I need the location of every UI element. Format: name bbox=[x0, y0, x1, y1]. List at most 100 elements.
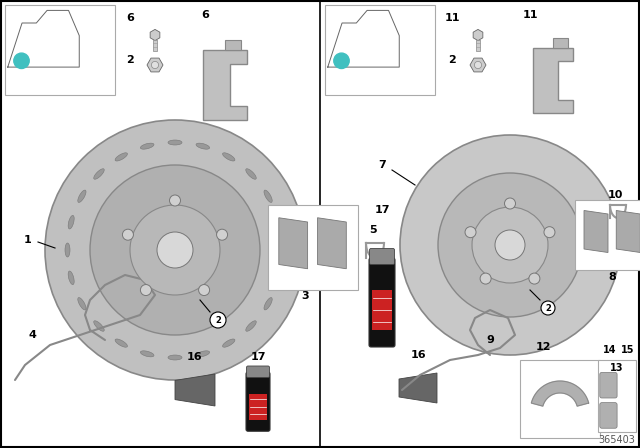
Text: 7: 7 bbox=[378, 160, 386, 170]
Text: 4: 4 bbox=[28, 330, 36, 340]
Ellipse shape bbox=[65, 243, 70, 257]
Ellipse shape bbox=[196, 351, 210, 357]
Circle shape bbox=[529, 273, 540, 284]
Polygon shape bbox=[225, 39, 241, 50]
Ellipse shape bbox=[223, 153, 235, 161]
Ellipse shape bbox=[196, 143, 210, 149]
Bar bbox=[575, 200, 640, 270]
Polygon shape bbox=[202, 50, 246, 120]
Bar bbox=[5, 5, 115, 95]
Text: 17: 17 bbox=[374, 205, 390, 215]
Text: 3: 3 bbox=[301, 291, 309, 301]
Ellipse shape bbox=[68, 271, 74, 284]
Circle shape bbox=[474, 61, 482, 69]
Ellipse shape bbox=[168, 140, 182, 145]
Polygon shape bbox=[553, 38, 568, 47]
Circle shape bbox=[130, 205, 220, 295]
Circle shape bbox=[170, 195, 180, 206]
Text: 2: 2 bbox=[545, 303, 551, 313]
Circle shape bbox=[480, 273, 491, 284]
Circle shape bbox=[152, 61, 159, 69]
Text: 12: 12 bbox=[535, 342, 551, 352]
Text: 9: 9 bbox=[486, 335, 494, 345]
Circle shape bbox=[541, 301, 555, 315]
Text: 2: 2 bbox=[215, 315, 221, 324]
Text: 11: 11 bbox=[522, 10, 538, 20]
FancyBboxPatch shape bbox=[600, 403, 617, 428]
Bar bbox=[598, 360, 636, 432]
Circle shape bbox=[90, 165, 260, 335]
Text: 2: 2 bbox=[448, 55, 456, 65]
Circle shape bbox=[140, 284, 152, 296]
Circle shape bbox=[45, 120, 305, 380]
Ellipse shape bbox=[223, 339, 235, 347]
Ellipse shape bbox=[264, 190, 272, 202]
Circle shape bbox=[400, 135, 620, 355]
Ellipse shape bbox=[276, 215, 282, 229]
FancyBboxPatch shape bbox=[246, 366, 269, 378]
Circle shape bbox=[122, 229, 133, 240]
Bar bbox=[476, 40, 480, 51]
Circle shape bbox=[438, 173, 582, 317]
FancyBboxPatch shape bbox=[246, 372, 270, 431]
Text: 2: 2 bbox=[126, 55, 134, 65]
Ellipse shape bbox=[140, 143, 154, 149]
Ellipse shape bbox=[115, 339, 127, 347]
Text: 14: 14 bbox=[604, 345, 617, 355]
Text: 17: 17 bbox=[250, 352, 266, 362]
Text: 11: 11 bbox=[444, 13, 460, 23]
Ellipse shape bbox=[246, 169, 256, 179]
FancyBboxPatch shape bbox=[600, 372, 617, 398]
Text: 16: 16 bbox=[187, 352, 203, 362]
Ellipse shape bbox=[78, 190, 86, 202]
Bar bbox=[153, 40, 157, 51]
Circle shape bbox=[544, 227, 555, 238]
Text: 6: 6 bbox=[126, 13, 134, 23]
FancyBboxPatch shape bbox=[369, 249, 394, 264]
Circle shape bbox=[198, 284, 209, 296]
Ellipse shape bbox=[93, 321, 104, 331]
Ellipse shape bbox=[140, 351, 154, 357]
Bar bbox=[249, 393, 267, 419]
Circle shape bbox=[216, 229, 228, 240]
Text: 10: 10 bbox=[607, 190, 623, 200]
Text: 6: 6 bbox=[201, 10, 209, 20]
Bar bbox=[372, 290, 392, 330]
Polygon shape bbox=[531, 381, 589, 406]
Polygon shape bbox=[399, 373, 437, 403]
Ellipse shape bbox=[168, 355, 182, 360]
Polygon shape bbox=[175, 374, 215, 406]
Circle shape bbox=[334, 53, 349, 69]
Text: 13: 13 bbox=[611, 363, 624, 373]
Text: 365403: 365403 bbox=[598, 435, 635, 445]
Text: 16: 16 bbox=[410, 350, 426, 360]
Text: 8: 8 bbox=[608, 272, 616, 282]
Bar bbox=[520, 360, 600, 438]
Bar bbox=[325, 5, 435, 95]
Ellipse shape bbox=[78, 297, 86, 310]
Polygon shape bbox=[317, 218, 346, 269]
Circle shape bbox=[504, 198, 515, 209]
Circle shape bbox=[465, 227, 476, 238]
Circle shape bbox=[157, 232, 193, 268]
Circle shape bbox=[495, 230, 525, 260]
Polygon shape bbox=[279, 218, 308, 269]
Ellipse shape bbox=[276, 271, 282, 284]
Polygon shape bbox=[616, 211, 640, 253]
Polygon shape bbox=[584, 211, 608, 253]
Bar bbox=[268, 205, 358, 290]
Ellipse shape bbox=[93, 169, 104, 179]
Text: 15: 15 bbox=[621, 345, 635, 355]
Ellipse shape bbox=[68, 215, 74, 229]
Ellipse shape bbox=[280, 243, 285, 257]
Polygon shape bbox=[533, 47, 573, 112]
Ellipse shape bbox=[246, 321, 256, 331]
Ellipse shape bbox=[115, 153, 127, 161]
FancyBboxPatch shape bbox=[369, 258, 395, 347]
Circle shape bbox=[14, 53, 29, 69]
Ellipse shape bbox=[264, 297, 272, 310]
Text: 5: 5 bbox=[369, 225, 377, 235]
Text: 1: 1 bbox=[24, 235, 32, 245]
Circle shape bbox=[210, 312, 226, 328]
Circle shape bbox=[472, 207, 548, 283]
